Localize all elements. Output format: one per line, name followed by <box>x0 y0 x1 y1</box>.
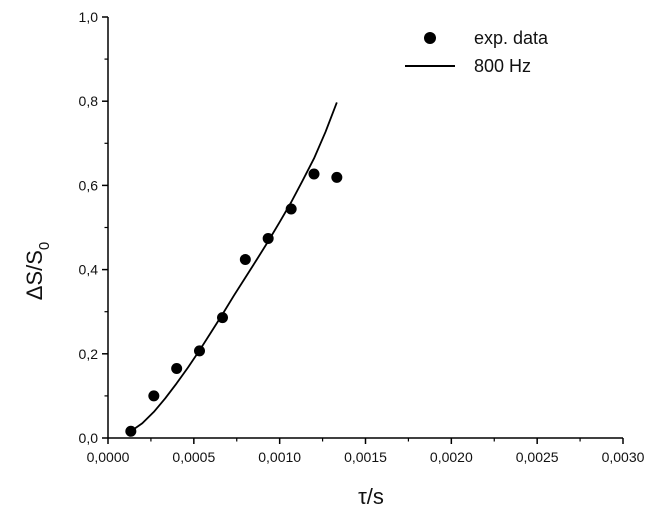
series-points-group <box>125 168 343 437</box>
data-point <box>217 312 229 324</box>
legend: exp. data 800 Hz <box>405 28 549 76</box>
y-axis-title: ΔS/S0 <box>22 242 53 301</box>
y-tick-label: 0,2 <box>79 346 99 362</box>
data-point <box>148 390 160 402</box>
legend-marker-exp-data <box>424 32 436 44</box>
y-tick-label: 0,8 <box>79 93 99 109</box>
data-point <box>193 345 205 357</box>
y-axis-title-main: ΔS/S <box>22 250 47 300</box>
y-tick-label: 0,4 <box>79 262 99 278</box>
x-ticks: 0,0000 0,0005 0,0010 0,0015 0,0020 0,0025 0,00… <box>87 438 645 465</box>
x-tick-label: 0,0015 <box>344 449 387 465</box>
x-tick-label: 0,0005 <box>172 449 215 465</box>
data-point <box>285 203 297 215</box>
y-tick-label: 0,0 <box>79 430 99 446</box>
data-point <box>171 363 183 375</box>
y-tick-label: 0,6 <box>79 177 99 193</box>
x-tick-label: 0,0010 <box>258 449 301 465</box>
legend-label-exp-data: exp. data <box>474 28 549 48</box>
data-point <box>331 171 343 183</box>
data-point <box>308 168 320 180</box>
y-axis-title-subscript: 0 <box>36 242 53 250</box>
data-point <box>262 232 274 244</box>
series-line-group <box>130 102 338 432</box>
x-tick-label: 0,0030 <box>602 449 645 465</box>
data-point <box>239 253 251 265</box>
x-tick-label: 0,0025 <box>516 449 559 465</box>
legend-label-800-hz: 800 Hz <box>474 56 531 76</box>
x-tick-label: 0,0000 <box>87 449 130 465</box>
y-ticks: 0,0 0,2 0,4 0,6 0,8 1,0 <box>79 9 108 446</box>
x-axis-title: τ/s <box>358 484 384 509</box>
data-point <box>125 425 137 437</box>
y-tick-label: 1,0 <box>79 9 99 25</box>
x-tick-label: 0,0020 <box>430 449 473 465</box>
series-line-800-hz <box>130 102 338 432</box>
